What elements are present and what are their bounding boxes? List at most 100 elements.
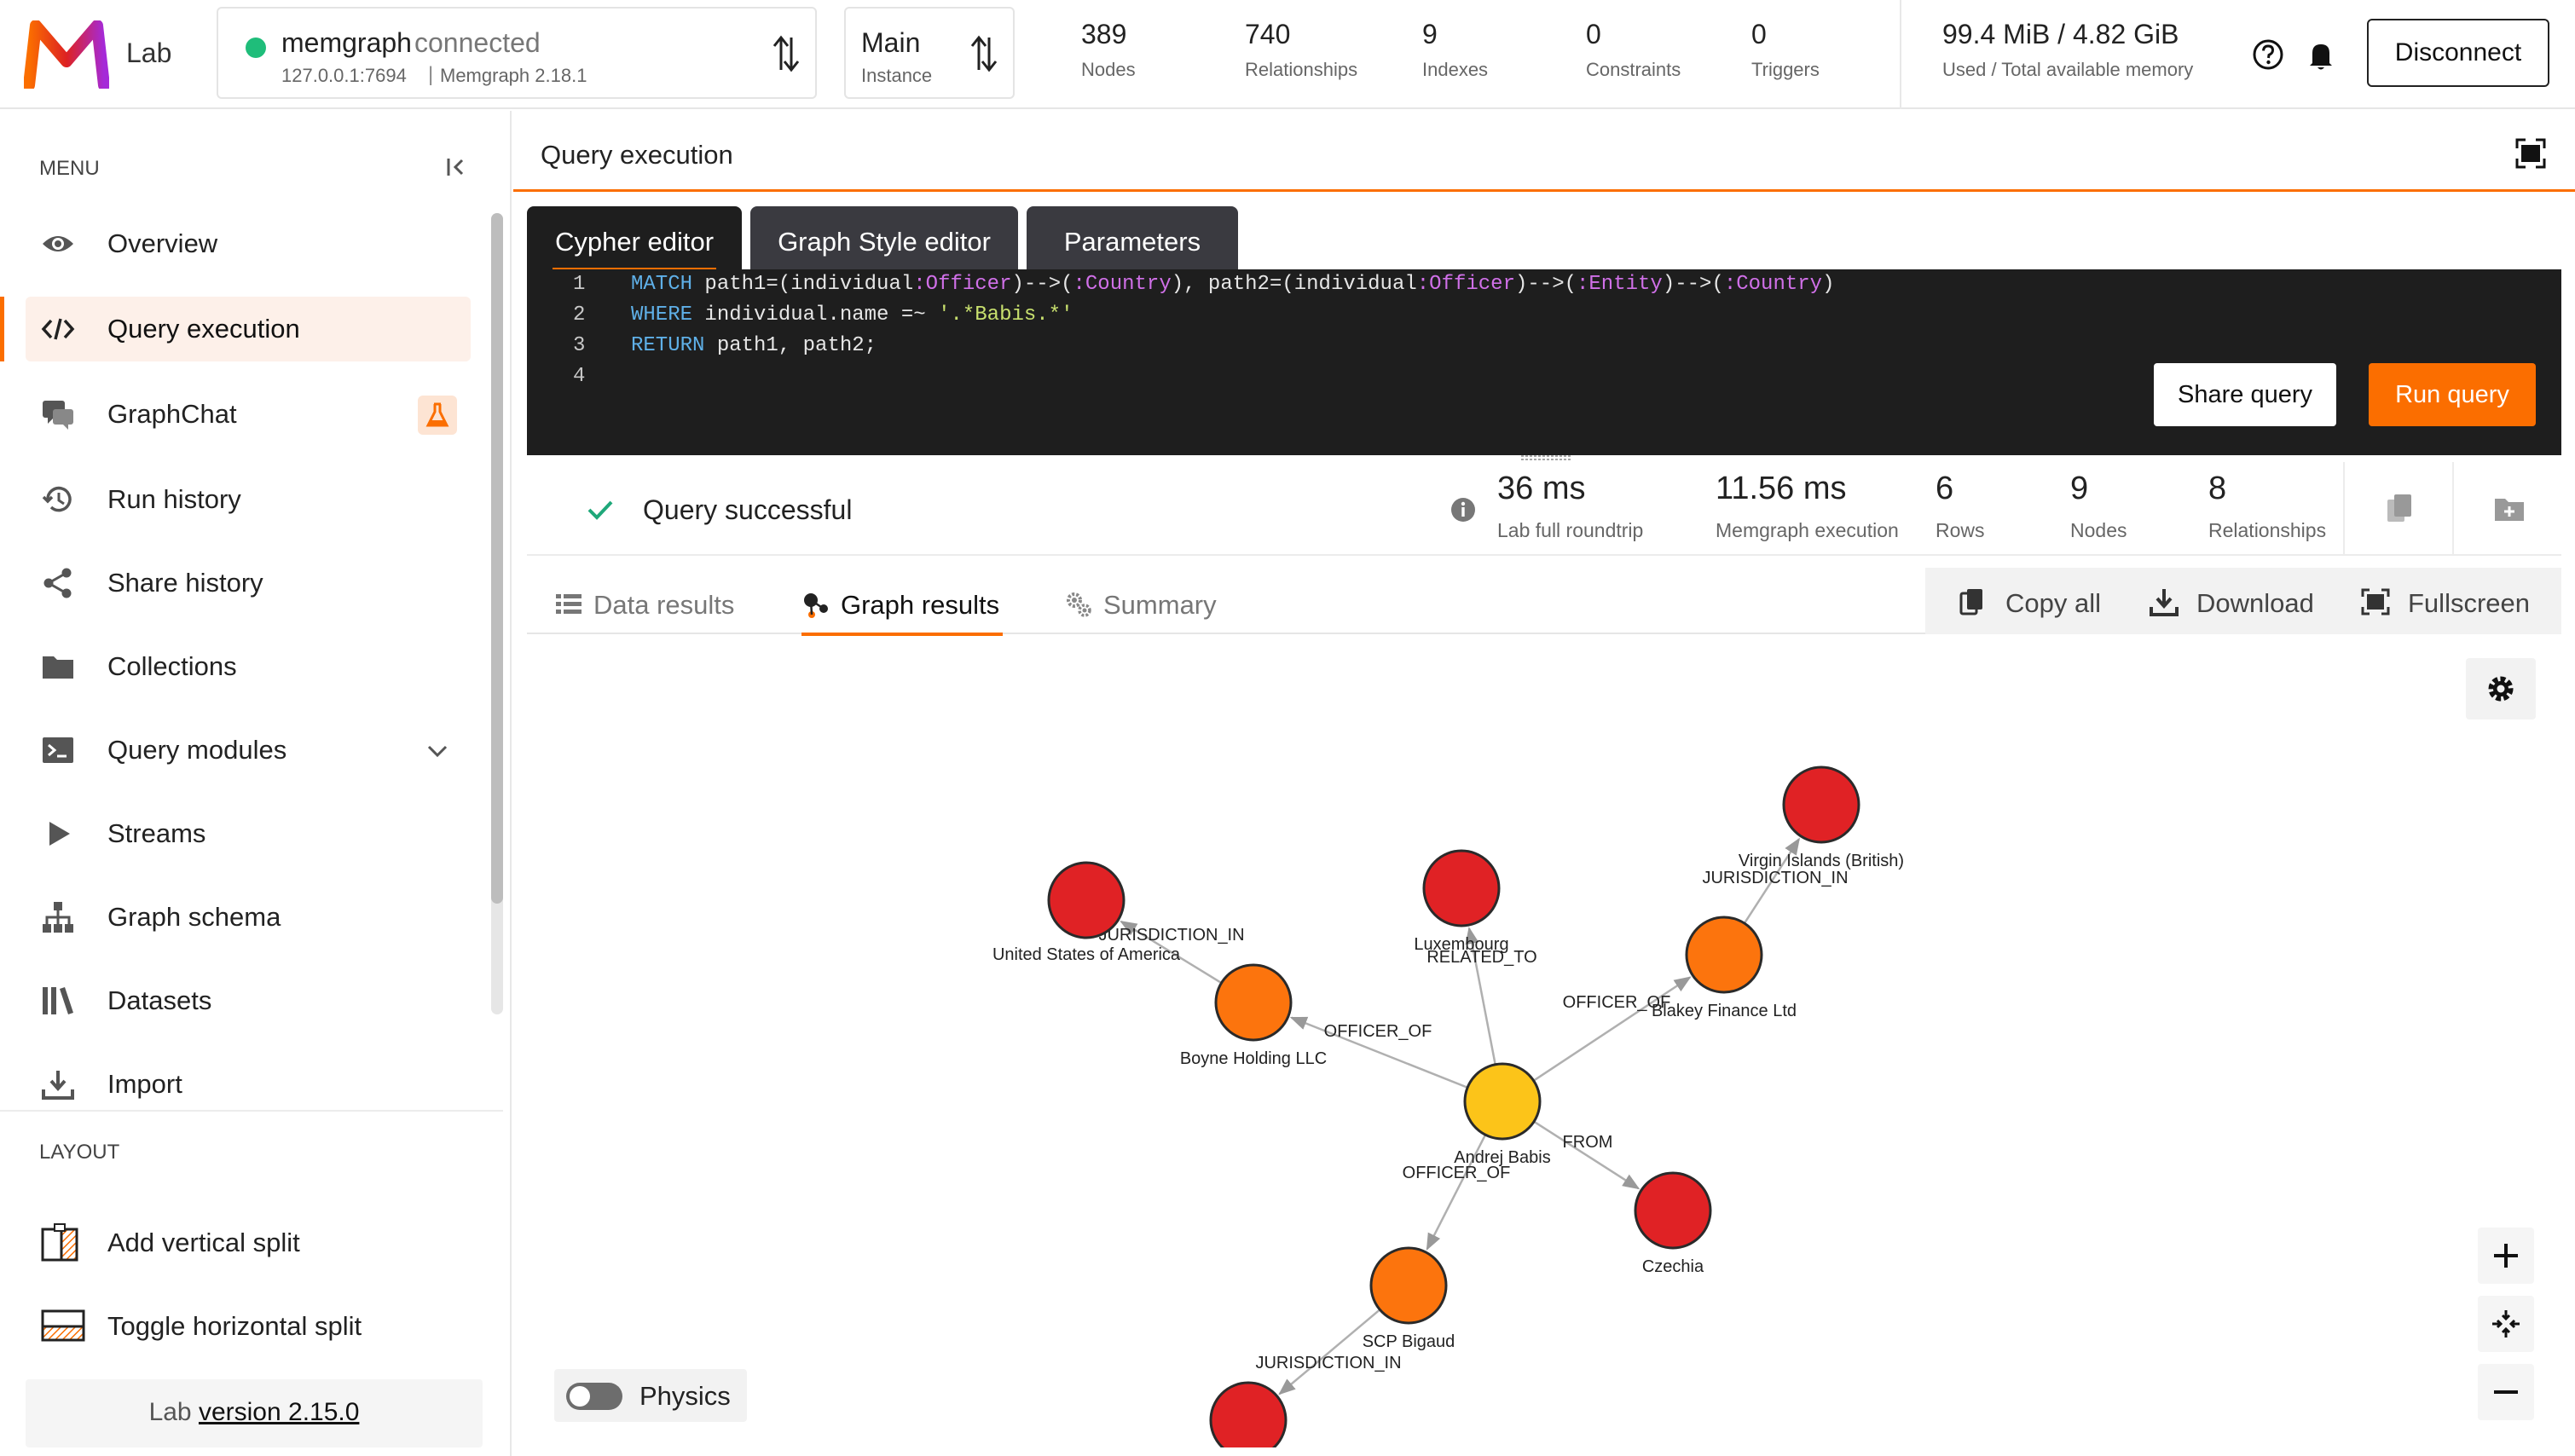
graph-edge[interactable]: [1289, 1016, 1468, 1089]
graph-canvas[interactable]: OFFICER_OF OFFICER_OF OFFICER_OF RELATED_TO…: [527, 636, 2561, 1447]
chat-icon: [43, 401, 73, 430]
graph-node-usa[interactable]: [1047, 861, 1125, 939]
editor-resize-grip[interactable]: [1519, 454, 1572, 462]
panel-fullscreen-icon[interactable]: [2514, 136, 2548, 170]
node-label: SCP Bigaud: [1363, 1332, 1455, 1351]
stat-relationships: 740 Relationships: [1245, 19, 1358, 80]
tab-graph-style-editor[interactable]: Graph Style editor: [750, 206, 1018, 269]
success-check-icon: [587, 500, 613, 520]
sidebar-item-graphchat[interactable]: GraphChat: [26, 382, 471, 447]
connection-version: Memgraph 2.18.1: [440, 65, 587, 86]
instance-name: Main: [861, 27, 921, 58]
history-icon: [42, 486, 72, 512]
cypher-code-editor[interactable]: 1 MATCH path1=(individual:Officer)-->(:Co…: [527, 269, 2561, 455]
graph-node-babis[interactable]: [1463, 1062, 1542, 1141]
folder-icon: [43, 656, 73, 679]
layout-section-label: LAYOUT: [39, 1141, 120, 1164]
notifications-bell-icon[interactable]: [2304, 38, 2338, 72]
help-icon[interactable]: [2251, 38, 2285, 72]
sidebar-item-graph-schema[interactable]: Graph schema: [26, 885, 471, 950]
beta-badge: [418, 396, 457, 435]
memgraph-logo[interactable]: [24, 20, 109, 89]
sidebar-item-streams[interactable]: Streams: [26, 801, 471, 866]
graph-node-lux[interactable]: [1422, 849, 1501, 927]
physics-switch[interactable]: [566, 1383, 622, 1410]
code-line: 2 WHERE individual.name =~ '.*Babis.*': [573, 303, 1073, 326]
sidebar-item-datasets[interactable]: Datasets: [26, 968, 471, 1033]
terminal-icon: [43, 737, 73, 763]
sidebar-item-query-execution[interactable]: Query execution: [0, 297, 471, 361]
physics-label: Physics: [639, 1381, 731, 1411]
sidebar-item-run-history[interactable]: Run history: [26, 467, 471, 532]
tab-graph-results[interactable]: Graph results: [801, 580, 1003, 636]
node-label: Czechia: [1642, 1257, 1704, 1276]
graph-edge[interactable]: [1743, 837, 1800, 924]
graph-edge[interactable]: [1426, 1134, 1487, 1251]
physics-toggle[interactable]: Physics: [554, 1369, 747, 1422]
swap-arrows-icon[interactable]: [769, 32, 803, 75]
stat-nodes: 389 Nodes: [1081, 19, 1136, 80]
copy-query-button[interactable]: [2343, 462, 2454, 556]
code-line: 1 MATCH path1=(individual:Officer)-->(:Co…: [573, 273, 1835, 296]
metric-nodes: 9 Nodes: [2070, 471, 2127, 541]
copy-all-button[interactable]: Copy all: [1958, 583, 2111, 621]
download-button[interactable]: Download: [2149, 583, 2328, 621]
graph-node-blakey[interactable]: [1685, 916, 1763, 994]
run-query-button[interactable]: Run query: [2369, 363, 2536, 426]
toggle-horizontal-split-button[interactable]: Toggle horizontal split: [26, 1292, 471, 1357]
graph-edge[interactable]: [1533, 1120, 1640, 1190]
graph-node-vi[interactable]: [1782, 766, 1860, 844]
sidebar-scrollbar-thumb[interactable]: [491, 213, 503, 904]
results-area: Data results Graph results Summary Copy …: [527, 568, 2561, 1447]
add-vertical-split-button[interactable]: Add vertical split: [26, 1209, 471, 1274]
save-to-collection-button[interactable]: [2452, 462, 2563, 556]
sidebar-item-query-modules[interactable]: Query modules: [26, 718, 471, 783]
connection-status: connected: [414, 27, 541, 58]
graph-node-cz[interactable]: [1634, 1171, 1712, 1250]
info-icon[interactable]: [1450, 496, 1477, 523]
vertical-split-icon: [41, 1223, 78, 1262]
graph-settings-button[interactable]: [2466, 658, 2536, 719]
tab-cypher-editor[interactable]: Cypher editor: [527, 206, 742, 269]
swap-arrows-icon[interactable]: [967, 32, 1001, 75]
graph-edge[interactable]: [1120, 920, 1223, 985]
tab-summary[interactable]: Summary: [1064, 580, 1235, 633]
connection-status-dot: [246, 38, 266, 58]
share-icon: [43, 568, 72, 598]
disconnect-button[interactable]: Disconnect: [2367, 19, 2549, 87]
chevron-down-icon[interactable]: [425, 738, 450, 764]
zoom-out-button[interactable]: [2478, 1364, 2534, 1420]
node-label: United States of America: [992, 945, 1181, 964]
graph-node-boyne[interactable]: [1214, 963, 1293, 1042]
sidebar-item-collections[interactable]: Collections: [26, 634, 471, 699]
instance-switcher[interactable]: Main Instance: [844, 7, 1015, 99]
query-status-bar: Query successful 36 ms Lab full roundtrip…: [527, 462, 2561, 556]
version-link[interactable]: version 2.15.0: [198, 1398, 360, 1426]
graph-node-scp[interactable]: [1369, 1246, 1448, 1325]
tab-parameters[interactable]: Parameters: [1027, 206, 1238, 269]
folder-add-icon: [2495, 499, 2524, 521]
sidebar-item-share-history[interactable]: Share history: [26, 551, 471, 615]
tab-data-results[interactable]: Data results: [554, 580, 740, 633]
result-tabs: [527, 568, 2561, 634]
zoom-in-button[interactable]: [2478, 1228, 2534, 1284]
fit-graph-button[interactable]: [2478, 1296, 2534, 1352]
metric-relationships: 8 Relationships: [2208, 471, 2327, 541]
list-icon: [556, 594, 582, 614]
graph-node-monaco[interactable]: [1209, 1381, 1288, 1447]
metric-rows: 6 Rows: [1936, 471, 1985, 541]
graph-edge[interactable]: [1278, 1309, 1381, 1395]
sidebar-item-import[interactable]: Import: [26, 1052, 471, 1117]
edge-label: JURISDICTION_IN: [1098, 926, 1244, 945]
fullscreen-button[interactable]: Fullscreen: [2360, 583, 2548, 621]
collapse-sidebar-icon[interactable]: [443, 153, 471, 181]
share-query-button[interactable]: Share query: [2154, 363, 2336, 426]
header-divider: [1900, 0, 1901, 109]
sidebar-scrollbar[interactable]: [491, 213, 503, 1014]
graph-edge[interactable]: [1465, 927, 1496, 1066]
sidebar-item-overview[interactable]: Overview: [26, 211, 471, 276]
graph-edge[interactable]: [1533, 976, 1692, 1082]
import-icon: [42, 1071, 74, 1100]
metric-memgraph-execution: 11.56 ms Memgraph execution: [1716, 471, 1899, 541]
connection-switcher[interactable]: memgraph connected 127.0.0.1:7694 | Memg…: [217, 7, 817, 99]
